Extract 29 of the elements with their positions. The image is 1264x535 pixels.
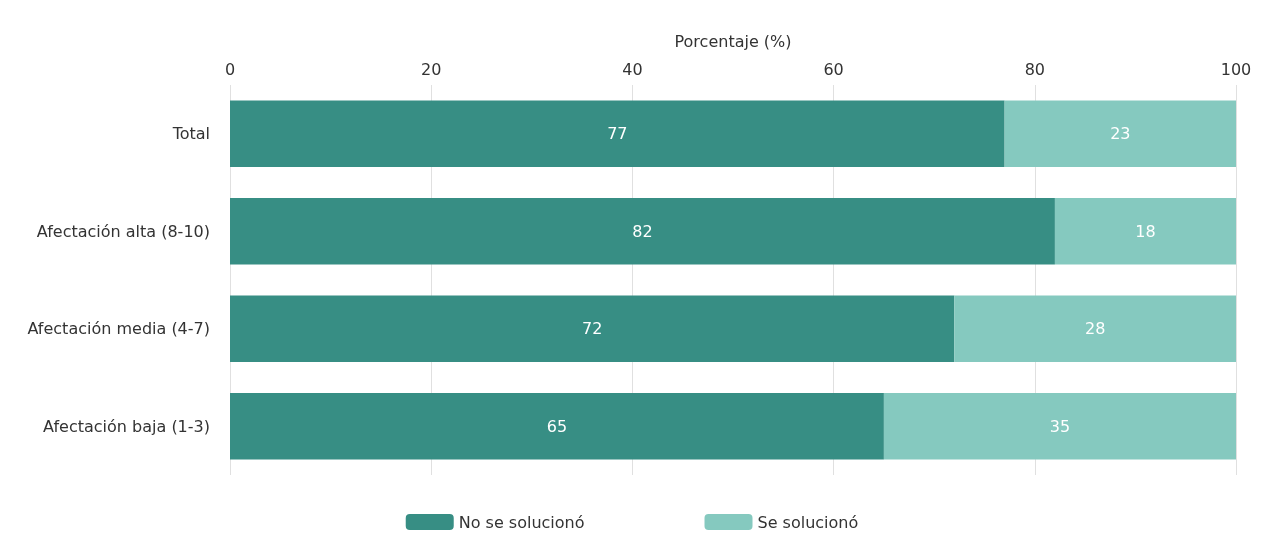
data-label: 72 [581,319,603,339]
legend-label: Se solucionó [757,512,859,532]
data-label: 35 [1049,416,1071,436]
legend-label: No se solucionó [458,512,585,532]
x-tick-label: 100 [1220,59,1252,79]
x-tick-label: 0 [224,59,236,79]
data-label: 82 [632,221,653,241]
data-label: 77 [607,124,628,144]
x-tick-label: 80 [1024,59,1045,79]
y-tick-label: Total [171,124,210,144]
bar [230,295,955,362]
x-tick-label: 60 [823,59,844,79]
bar [230,393,884,460]
x-axis-title: Porcentaje (%) [674,31,792,51]
y-tick-label: Afectación baja (1-3) [43,416,210,436]
bar [883,393,1236,460]
bar [230,100,1005,167]
x-tick-label: 20 [421,59,442,79]
data-label: 65 [546,416,568,436]
bar [1004,100,1236,167]
data-label: 23 [1110,124,1131,144]
data-label: 28 [1084,319,1106,339]
bar [1054,198,1236,265]
y-tick-label: Afectación alta (8-10) [36,221,210,241]
x-tick-label: 40 [622,59,643,79]
y-tick-label: Afectación media (4-7) [27,319,210,339]
bar [230,198,1055,265]
bar [954,295,1236,362]
data-label: 18 [1135,221,1156,241]
